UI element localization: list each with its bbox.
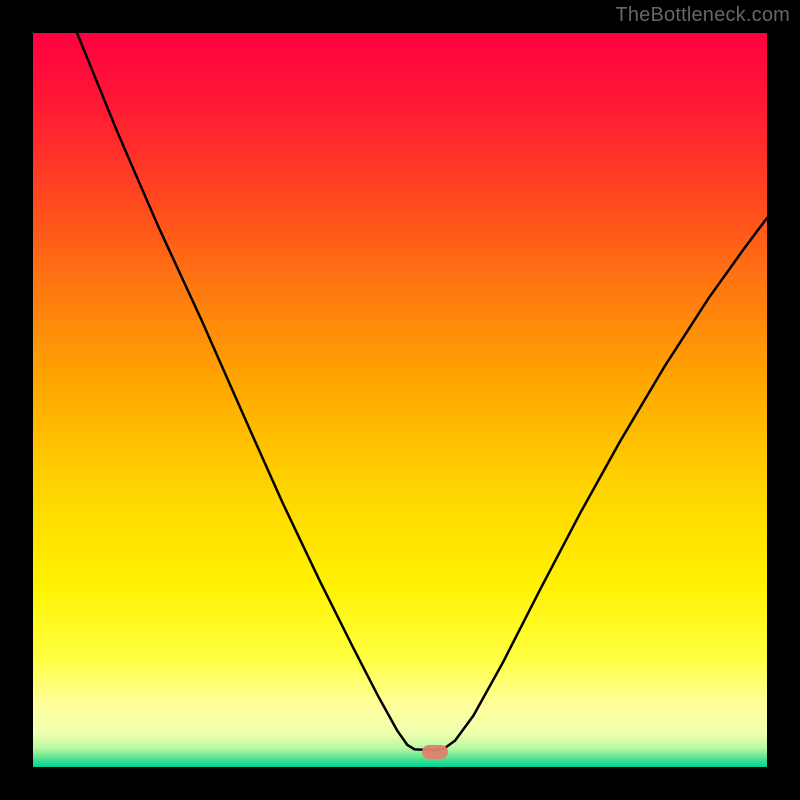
bottleneck-curve (77, 33, 767, 750)
plot-area (33, 33, 767, 767)
watermark-text: TheBottleneck.com (615, 4, 790, 27)
min-marker (422, 745, 448, 759)
curve-layer (33, 33, 767, 767)
chart-frame: TheBottleneck.com (0, 0, 800, 800)
